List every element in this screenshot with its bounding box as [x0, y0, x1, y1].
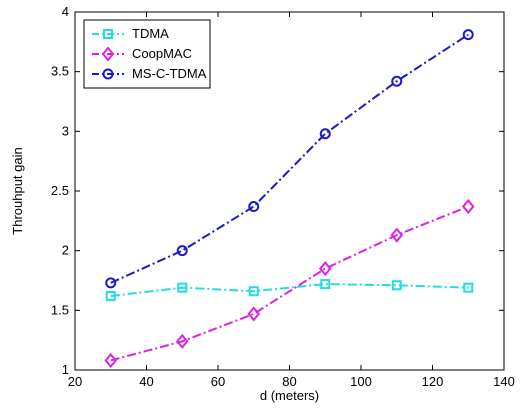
legend-label: CoopMAC — [132, 46, 192, 61]
data-point — [461, 198, 475, 215]
x-axis-label: d (meters) — [260, 388, 319, 403]
data-point — [105, 291, 116, 302]
x-tick-label: 80 — [282, 374, 296, 389]
data-point — [176, 245, 188, 257]
legend-marker — [102, 68, 114, 80]
data-point — [248, 286, 259, 297]
data-point — [177, 282, 188, 293]
data-point — [248, 201, 260, 213]
y-tick-label: 3.5 — [51, 64, 69, 79]
axis-ticks: 20 40 60 80 100 120 140 1 1.5 2 2.5 3 3.5 4 — [51, 4, 515, 389]
data-point — [319, 128, 331, 140]
series-ms-c-tdma — [105, 29, 474, 289]
y-tick-label: 2 — [62, 243, 69, 258]
data-point — [391, 75, 403, 87]
data-point — [391, 280, 402, 291]
legend-entry: MS-C-TDMA — [92, 66, 207, 81]
data-point — [104, 352, 118, 369]
legend-marker — [103, 29, 113, 39]
data-point — [175, 333, 189, 349]
series-layer — [104, 29, 475, 369]
series-coopmac — [104, 198, 475, 369]
data-point — [390, 227, 404, 243]
legend-marker — [101, 46, 115, 62]
data-point — [463, 282, 474, 293]
x-tick-label: 40 — [139, 374, 153, 389]
y-tick-label: 1 — [62, 362, 69, 377]
x-tick-label: 120 — [422, 374, 444, 389]
legend-label: MS-C-TDMA — [132, 66, 207, 81]
legend: TDMA CoopMAC MS-C-TDMA — [83, 19, 211, 89]
series-line — [110, 205, 469, 362]
legend-entry: CoopMAC — [92, 46, 192, 62]
legend-entry: TDMA — [92, 26, 169, 41]
data-point — [105, 277, 117, 289]
y-tick-label: 1.5 — [51, 302, 69, 317]
data-point — [247, 306, 261, 322]
x-tick-label: 100 — [350, 374, 372, 389]
y-tick-label: 4 — [62, 4, 69, 19]
data-point — [320, 279, 331, 290]
data-point — [318, 261, 332, 277]
x-tick-label: 20 — [68, 374, 82, 389]
y-axis-label: Throuhput gain — [10, 147, 25, 234]
series-tdma — [105, 279, 474, 302]
data-point — [462, 29, 474, 41]
y-tick-label: 2.5 — [51, 183, 69, 198]
y-tick-label: 3 — [62, 123, 69, 138]
x-tick-label: 140 — [493, 374, 515, 389]
series-line — [110, 283, 469, 298]
x-tick-label: 60 — [211, 374, 225, 389]
legend-label: TDMA — [132, 26, 169, 41]
